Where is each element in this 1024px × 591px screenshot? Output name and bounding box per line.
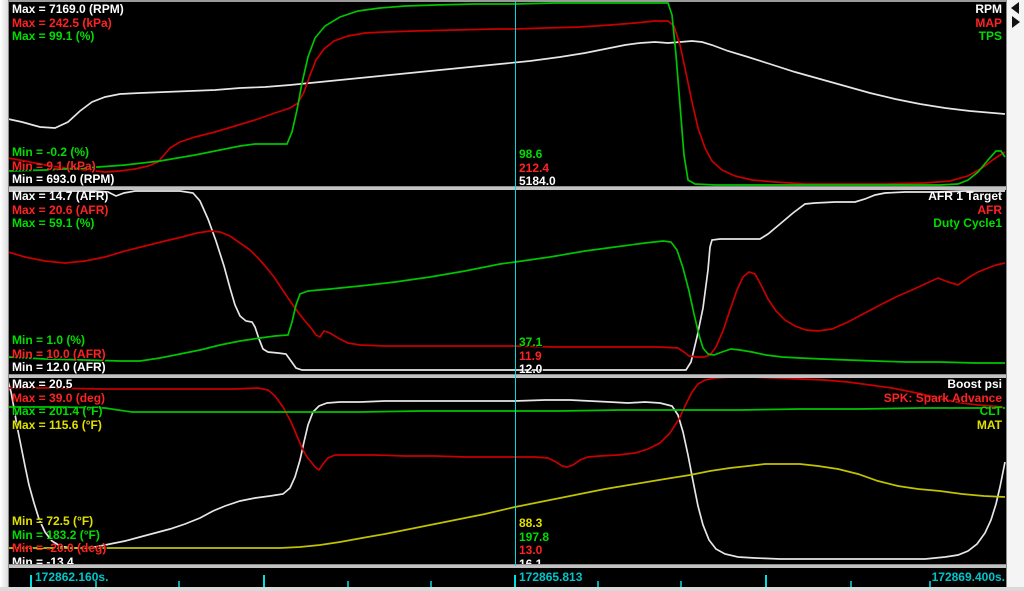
max-label: Max = 7169.0 (RPM) bbox=[12, 2, 124, 16]
max-label: Max = 14.7 (AFR) bbox=[12, 189, 109, 203]
minor-tick bbox=[850, 581, 852, 587]
min-label: Min = 9.1 (kPa) bbox=[12, 158, 96, 173]
legend-item: CLT bbox=[979, 404, 1002, 418]
max-label: Max = 201.4 (°F) bbox=[12, 404, 103, 418]
cursor-value: 37.1 bbox=[519, 335, 543, 349]
minor-tick bbox=[929, 581, 931, 587]
scroll-left-icon[interactable] bbox=[1011, 2, 1019, 14]
major-tick bbox=[765, 575, 767, 587]
left-window-edge bbox=[0, 0, 9, 591]
series-legend: RPM MAP TPS bbox=[975, 2, 1002, 44]
trace-rpm bbox=[8, 40, 1006, 129]
max-label: Max = 20.6 (AFR) bbox=[12, 202, 109, 217]
panel-divider bbox=[8, 564, 1007, 568]
cursor-value: 212.4 bbox=[519, 160, 550, 175]
legend-item: MAT bbox=[976, 417, 1002, 432]
time-start-label: 172862.160s. bbox=[35, 570, 109, 584]
min-labels: Min = 72.5 (°F) Min = 183.2 (°F) Min = -20… bbox=[12, 514, 107, 569]
min-label: Min = 10.0 (AFR) bbox=[12, 346, 106, 361]
chart-panel-afr-duty[interactable]: Max = 14.7 (AFR) Max = 20.6 (AFR) Max = 59… bbox=[8, 189, 1007, 377]
max-label: Max = 115.6 (°F) bbox=[12, 417, 102, 432]
top-border bbox=[8, 0, 1007, 2]
legend-item: Boost psi bbox=[947, 377, 1002, 391]
trace-canvas[interactable] bbox=[8, 377, 1007, 561]
chart-panel-boost-spark-temps[interactable]: Max = 20.5 Max = 39.0 (deg) Max = 201.4 (°… bbox=[8, 377, 1007, 570]
time-cursor-line[interactable] bbox=[515, 2, 516, 566]
scroll-right-icon[interactable] bbox=[1012, 16, 1020, 28]
trace-spk-spark-advance bbox=[8, 377, 1004, 472]
max-label: Max = 20.5 bbox=[12, 377, 73, 391]
min-labels: Min = 1.0 (%) Min = 10.0 (AFR) Min = 12.0 … bbox=[12, 333, 106, 375]
max-label: Max = 59.1 (%) bbox=[12, 216, 95, 230]
cursor-value: 13.0 bbox=[519, 543, 543, 557]
bottom-window-edge bbox=[0, 587, 1024, 591]
min-label: Min = -0.2 (%) bbox=[12, 145, 90, 159]
trace-mat bbox=[8, 463, 1006, 549]
vertical-scrollbar[interactable] bbox=[1006, 0, 1024, 591]
legend-item: AFR 1 Target bbox=[928, 189, 1002, 203]
panel-divider bbox=[8, 374, 1007, 378]
cursor-value: 98.6 bbox=[519, 147, 543, 161]
chart-panel-rpm-map-tps[interactable]: Max = 7169.0 (RPM) Max = 242.5 (kPa) Max =… bbox=[8, 2, 1007, 189]
legend-item: MAP bbox=[975, 15, 1002, 30]
minor-tick bbox=[597, 581, 599, 587]
panel-divider bbox=[8, 186, 1007, 190]
trace-tps bbox=[8, 2, 1006, 186]
legend-item: TPS bbox=[978, 29, 1002, 43]
minor-tick bbox=[178, 581, 180, 587]
cursor-value: 197.8 bbox=[519, 529, 550, 544]
trace-canvas[interactable] bbox=[8, 2, 1007, 186]
max-labels: Max = 14.7 (AFR) Max = 20.6 (AFR) Max = 59… bbox=[12, 189, 109, 231]
legend-item: Duty Cycle1 bbox=[933, 216, 1002, 230]
trace-afr bbox=[8, 230, 1006, 358]
series-legend: AFR 1 Target AFR Duty Cycle1 bbox=[928, 189, 1002, 231]
minor-tick bbox=[347, 581, 349, 587]
cursor-value: 88.3 bbox=[519, 516, 543, 530]
time-axis[interactable]: 172862.160s. 172865.813 172869.400s. bbox=[8, 568, 1012, 587]
legend-item: AFR bbox=[977, 202, 1002, 217]
trace-clt bbox=[8, 406, 1005, 413]
trace-boost-psi bbox=[8, 380, 1006, 560]
minor-tick bbox=[680, 581, 682, 587]
time-cursor-label: 172865.813 bbox=[519, 570, 583, 584]
trace-duty-cycle1 bbox=[8, 240, 1005, 364]
min-label: Min = 1.0 (%) bbox=[12, 333, 86, 347]
minor-tick bbox=[430, 581, 432, 587]
legend-item: SPK: Spark Advance bbox=[883, 390, 1002, 405]
major-tick bbox=[30, 575, 32, 587]
time-end-label: 172869.400s. bbox=[931, 570, 1005, 584]
min-labels: Min = -0.2 (%) Min = 9.1 (kPa) Min = 693.0… bbox=[12, 145, 115, 187]
cursor-value: 12.0 bbox=[519, 362, 543, 376]
cursor-values: 37.1 11.9 12.0 bbox=[519, 335, 543, 377]
max-label: Max = 39.0 (deg) bbox=[12, 390, 106, 405]
max-label: Max = 99.1 (%) bbox=[12, 29, 95, 43]
major-tick bbox=[514, 575, 516, 587]
major-tick bbox=[263, 575, 265, 587]
trace-afr-1-target bbox=[8, 190, 1005, 371]
trace-canvas[interactable] bbox=[8, 189, 1007, 374]
min-label: Min = 12.0 (AFR) bbox=[12, 360, 106, 374]
series-legend: Boost psi SPK: Spark Advance CLT MAT bbox=[883, 377, 1002, 432]
min-label: Min = 183.2 (°F) bbox=[12, 527, 100, 542]
min-label: Min = 693.0 (RPM) bbox=[12, 172, 115, 186]
min-label: Min = -20.0 (deg) bbox=[12, 541, 107, 555]
max-labels: Max = 7169.0 (RPM) Max = 242.5 (kPa) Max =… bbox=[12, 2, 124, 44]
max-labels: Max = 20.5 Max = 39.0 (deg) Max = 201.4 (°… bbox=[12, 377, 106, 432]
trace-map bbox=[8, 20, 1006, 185]
legend-item: RPM bbox=[975, 2, 1002, 16]
cursor-value: 11.9 bbox=[519, 348, 542, 363]
cursor-value: 5184.0 bbox=[519, 174, 556, 188]
max-label: Max = 242.5 (kPa) bbox=[12, 15, 112, 30]
min-label: Min = 72.5 (°F) bbox=[12, 514, 94, 528]
minor-tick bbox=[95, 581, 97, 587]
cursor-values: 98.6 212.4 5184.0 bbox=[519, 147, 556, 189]
